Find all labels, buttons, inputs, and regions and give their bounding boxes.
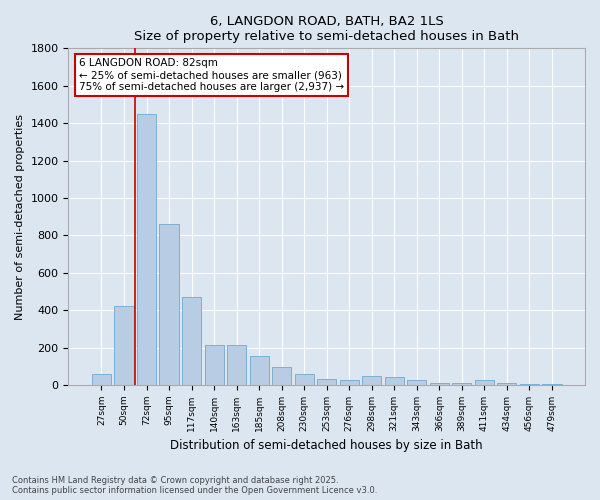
Bar <box>115 306 134 385</box>
Text: 6 LANGDON ROAD: 82sqm
← 25% of semi-detached houses are smaller (963)
75% of sem: 6 LANGDON ROAD: 82sqm ← 25% of semi-deta… <box>79 58 344 92</box>
Text: Contains HM Land Registry data © Crown copyright and database right 2025.
Contai: Contains HM Land Registry data © Crown c… <box>12 476 377 495</box>
X-axis label: Distribution of semi-detached houses by size in Bath: Distribution of semi-detached houses by … <box>170 440 483 452</box>
Y-axis label: Number of semi-detached properties: Number of semi-detached properties <box>15 114 25 320</box>
Bar <box>362 376 382 385</box>
Bar <box>295 374 314 385</box>
Bar <box>205 345 224 385</box>
Bar <box>340 380 359 385</box>
Title: 6, LANGDON ROAD, BATH, BA2 1LS
Size of property relative to semi-detached houses: 6, LANGDON ROAD, BATH, BA2 1LS Size of p… <box>134 15 519 43</box>
Bar <box>160 224 179 385</box>
Bar <box>497 383 517 385</box>
Bar <box>385 376 404 385</box>
Bar <box>227 345 246 385</box>
Bar <box>407 380 427 385</box>
Bar <box>430 383 449 385</box>
Bar <box>250 356 269 385</box>
Bar <box>272 368 291 385</box>
Bar <box>452 383 472 385</box>
Bar <box>520 384 539 385</box>
Bar <box>92 374 111 385</box>
Bar <box>475 380 494 385</box>
Bar <box>542 384 562 385</box>
Bar <box>182 297 201 385</box>
Bar <box>137 114 156 385</box>
Bar <box>317 378 336 385</box>
